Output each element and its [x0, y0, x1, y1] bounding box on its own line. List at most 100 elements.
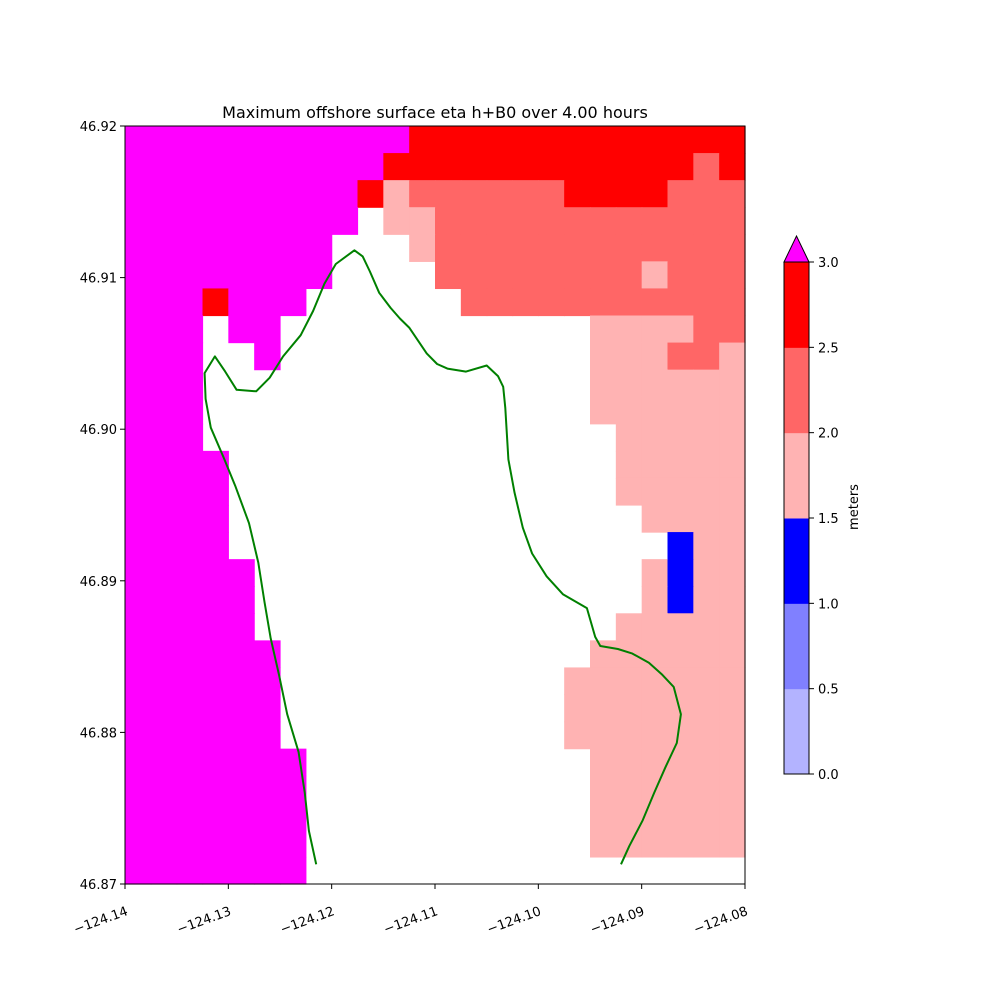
heatmap-cell — [125, 586, 152, 614]
heatmap-cell — [305, 153, 333, 181]
heatmap-cell — [202, 207, 229, 235]
heatmap-cell — [693, 261, 720, 290]
heatmap-cell — [254, 234, 281, 262]
heatmap-cell — [125, 667, 152, 696]
heatmap-cell — [538, 234, 565, 262]
heatmap-cell — [641, 207, 669, 235]
heatmap-cell — [641, 369, 669, 398]
heatmap-cell — [176, 126, 204, 154]
heatmap-cell — [383, 153, 410, 181]
colorbar: 0.0 0.5 1.0 1.5 2.0 2.5 3.0 meters — [783, 234, 862, 783]
y-tick-label: 46.90 — [80, 423, 117, 438]
heatmap-cell — [590, 207, 617, 235]
heatmap-cell — [228, 775, 255, 804]
heatmap-cell — [667, 775, 694, 804]
heatmap-cell — [615, 315, 643, 344]
heatmap-cell — [512, 288, 539, 317]
heatmap-cell — [615, 477, 643, 506]
heatmap-cell — [176, 775, 204, 804]
heatmap-cell — [538, 153, 565, 181]
heatmap-cell — [719, 369, 746, 398]
heatmap-cell — [641, 180, 669, 208]
heatmap-cell — [254, 261, 281, 290]
heatmap-cell — [460, 180, 488, 208]
heatmap-cell — [719, 829, 746, 858]
heatmap-cell — [176, 477, 204, 506]
heatmap-cell — [615, 775, 643, 804]
heatmap-cell — [150, 234, 178, 262]
heatmap-cell — [228, 315, 255, 344]
heatmap-cell — [228, 586, 255, 614]
heatmap-cell — [125, 315, 152, 344]
heatmap-cell — [125, 369, 152, 398]
heatmap-cell — [641, 288, 669, 317]
heatmap-cell — [719, 748, 746, 777]
heatmap-cell — [641, 586, 669, 614]
heatmap-cell — [590, 694, 617, 723]
heatmap-cell — [228, 126, 255, 154]
heatmap-cell — [305, 207, 333, 235]
heatmap-cell — [693, 721, 720, 750]
heatmap-cell — [719, 423, 746, 452]
heatmap-cell — [176, 559, 204, 587]
heatmap-cell — [254, 829, 281, 858]
heatmap-cell — [719, 532, 746, 560]
heatmap-cell — [202, 694, 229, 723]
heatmap-cell — [202, 829, 229, 858]
heatmap-cell — [254, 748, 281, 777]
heatmap-cell — [176, 234, 204, 262]
heatmap-cell — [512, 261, 539, 290]
heatmap-cell — [150, 396, 178, 425]
heatmap-cell — [590, 234, 617, 262]
heatmap-cell — [667, 342, 694, 371]
heatmap-cell — [125, 829, 152, 858]
heatmap-cell — [254, 856, 281, 885]
colorbar-label: meters — [847, 484, 862, 530]
heatmap-cell — [615, 667, 643, 696]
heatmap-cell — [331, 153, 359, 181]
heatmap-cell — [125, 559, 152, 587]
heatmap-cell — [125, 153, 152, 181]
heatmap-cell — [150, 477, 178, 506]
heatmap-cell — [615, 396, 643, 425]
heatmap-cell — [254, 721, 281, 750]
heatmap-cell — [641, 450, 669, 479]
colorbar-tick-label: 1.0 — [818, 597, 839, 612]
y-tick-label: 46.92 — [80, 120, 117, 135]
heatmap-cell — [202, 288, 229, 317]
heatmap-cell — [564, 180, 591, 208]
heatmap-cell — [150, 505, 178, 533]
heatmap-cell — [641, 396, 669, 425]
heatmap-cell — [125, 505, 152, 533]
heatmap-cell — [228, 261, 255, 290]
heatmap-cell — [228, 153, 255, 181]
y-tick-label: 46.88 — [80, 726, 117, 741]
heatmap-cell — [202, 153, 229, 181]
heatmap-cell — [615, 721, 643, 750]
heatmap-cell — [125, 802, 152, 831]
heatmap-cell — [176, 450, 204, 479]
heatmap-cell — [150, 261, 178, 290]
heatmap-cell — [150, 667, 178, 696]
heatmap-cell — [228, 180, 255, 208]
colorbar-tick-label: 1.5 — [818, 512, 839, 527]
heatmap-cell — [615, 613, 643, 641]
heatmap-cell — [719, 586, 746, 614]
heatmap-cell — [331, 180, 359, 208]
heatmap-cell — [564, 288, 591, 317]
heatmap-cell — [409, 234, 436, 262]
heatmap-cell — [667, 721, 694, 750]
heatmap-cell — [667, 234, 694, 262]
heatmap-cell — [590, 315, 617, 344]
heatmap-cell — [331, 207, 359, 235]
heatmap-cell — [538, 126, 565, 154]
heatmap-cell — [590, 748, 617, 777]
heatmap-cell — [615, 694, 643, 723]
heatmap-cell — [228, 234, 255, 262]
heatmap-cell — [125, 477, 152, 506]
heatmap-cell — [693, 748, 720, 777]
heatmap-cell — [150, 153, 178, 181]
colorbar-bin — [784, 603, 809, 690]
heatmap-cell — [564, 207, 591, 235]
heatmap-cell — [667, 288, 694, 317]
